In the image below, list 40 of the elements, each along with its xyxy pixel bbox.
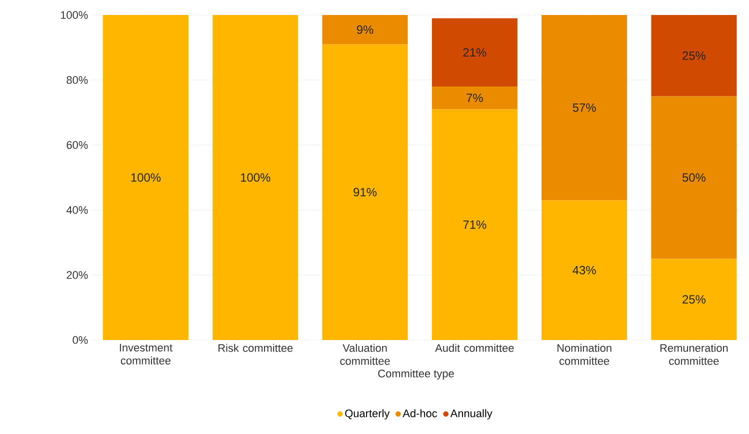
y-tick-label: 20% [66, 271, 88, 279]
bar [542, 200, 628, 340]
data-label: 100% [131, 173, 161, 182]
bar [102, 14, 188, 340]
x-tick-label: Audit committee [435, 344, 514, 352]
bar [651, 96, 737, 259]
bar [322, 44, 408, 340]
x-tick-label: Nomination committee [558, 344, 612, 365]
bar [432, 86, 518, 110]
y-tick-label: 100% [60, 11, 88, 19]
legend-label: Annually [450, 409, 492, 420]
data-label: 100% [240, 173, 270, 182]
data-label: 43% [572, 266, 596, 274]
bar [432, 18, 518, 86]
bar [322, 14, 408, 44]
bar [651, 258, 737, 340]
legend-label: Quarterly [345, 409, 390, 420]
legend-label: Ad-hoc [402, 409, 438, 418]
data-label: 50% [682, 173, 706, 182]
bar [542, 14, 628, 200]
data-label: 57% [572, 103, 596, 112]
x-tick-label: Remuneration committee [660, 344, 728, 365]
bar [212, 14, 298, 340]
data-label: 71% [463, 220, 486, 229]
bar [432, 109, 518, 340]
x-tick-label: Investment committee [120, 344, 172, 364]
y-tick-label: 80% [66, 76, 88, 84]
y-tick-label: 40% [66, 206, 88, 214]
data-label: 25% [682, 295, 706, 304]
data-label: 9% [356, 25, 374, 34]
y-tick-label: 60% [66, 141, 88, 149]
data-label: 21% [463, 48, 486, 57]
data-label: 91% [354, 188, 377, 196]
x-tick-label: Valuation committee [340, 344, 390, 365]
data-label: 25% [682, 51, 706, 60]
y-tick-label: 0% [72, 336, 88, 344]
x-axis-title: Committee type [378, 369, 454, 380]
data-label: 7% [466, 94, 483, 102]
bar [651, 14, 737, 96]
x-tick-label: Risk committee [218, 344, 293, 352]
